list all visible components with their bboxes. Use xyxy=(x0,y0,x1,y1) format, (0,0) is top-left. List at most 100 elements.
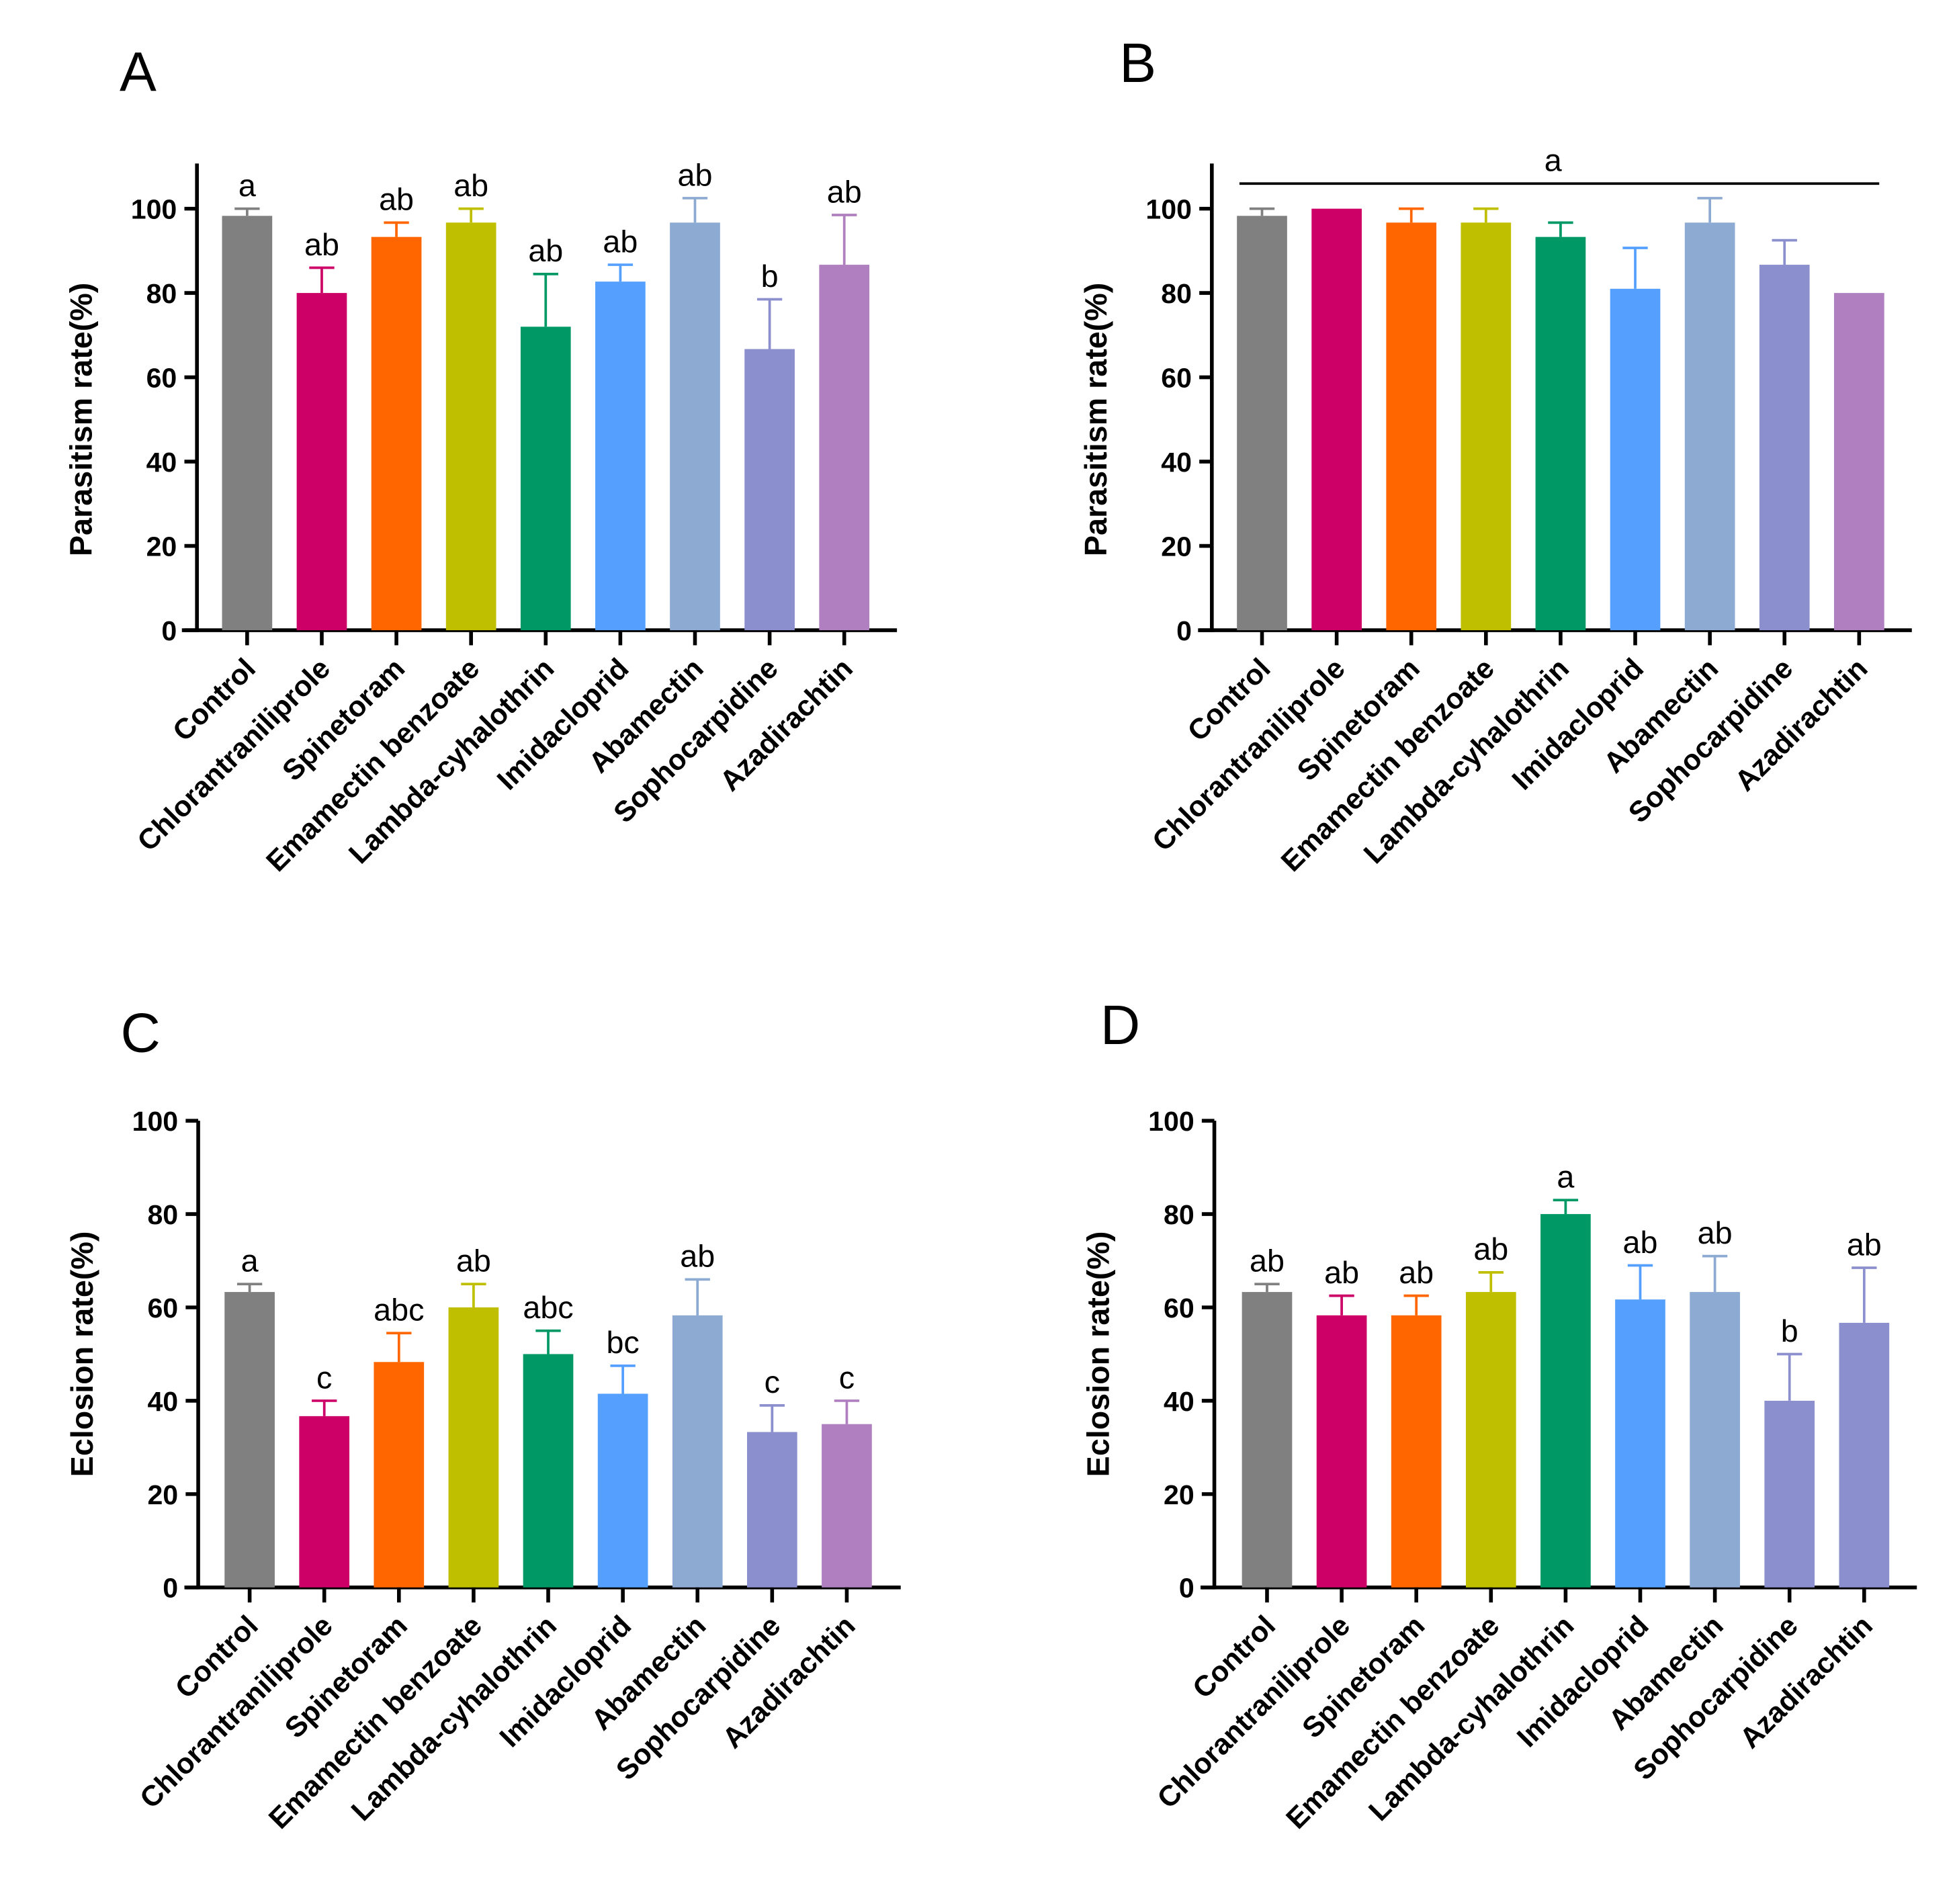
significance-letter: ab xyxy=(1324,1255,1359,1290)
significance-letter: c xyxy=(316,1360,332,1395)
significance-letter: b xyxy=(1781,1313,1798,1348)
significance-letter: ab xyxy=(1623,1225,1658,1260)
y-tick-label: 100 xyxy=(132,1106,179,1137)
y-tick-label: 40 xyxy=(1164,1386,1194,1417)
bar-emamectin-benzoate xyxy=(445,222,496,631)
bar-lambda-cyhalothrin xyxy=(1535,236,1586,631)
y-tick-label: 60 xyxy=(1161,363,1192,394)
significance-letter: abc xyxy=(523,1290,573,1325)
bar-spinetoram xyxy=(1391,1315,1442,1588)
y-tick-label: 100 xyxy=(1145,194,1192,225)
bar-control xyxy=(1242,1292,1293,1588)
significance-letter: ab xyxy=(678,157,713,192)
bar-control xyxy=(224,1292,275,1588)
significance-letter: c xyxy=(765,1365,780,1399)
bar-imidacloprid xyxy=(597,1393,648,1588)
significance-letter: a xyxy=(238,168,256,203)
x-tick-label: Imidacloprid xyxy=(1506,652,1650,796)
significance-letter: ab xyxy=(528,233,563,268)
x-tick-label: Imidacloprid xyxy=(494,1610,638,1754)
group-significance-letter: a xyxy=(1545,143,1562,178)
significance-letter: ab xyxy=(1847,1227,1882,1262)
bar-lambda-cyhalothrin xyxy=(520,327,571,631)
bar-emamectin-benzoate xyxy=(1461,222,1512,631)
x-tick-label: Imidacloprid xyxy=(1511,1610,1655,1754)
significance-letter: ab xyxy=(1473,1231,1508,1266)
panel-label: A xyxy=(120,42,157,103)
significance-letter: ab xyxy=(1399,1255,1434,1290)
significance-letter: ab xyxy=(1250,1244,1285,1279)
bar-azadirachtin xyxy=(819,265,870,631)
x-tick-label: Imidacloprid xyxy=(491,652,635,796)
bar-chlorantraniliprole xyxy=(296,293,347,631)
bar-abamectin xyxy=(1690,1292,1740,1588)
bar-lambda-cyhalothrin xyxy=(523,1354,574,1588)
y-tick-label: 80 xyxy=(1164,1199,1194,1230)
significance-letter: bc xyxy=(606,1325,639,1360)
bar-sophocarpidine xyxy=(1764,1400,1815,1588)
y-tick-label: 100 xyxy=(1148,1106,1194,1137)
significance-letter: a xyxy=(241,1244,259,1279)
significance-letter: ab xyxy=(603,224,638,259)
significance-letter: a xyxy=(1557,1160,1574,1195)
x-tick-label: Azadirachtin xyxy=(1729,652,1874,797)
bar-sophocarpidine xyxy=(744,349,795,631)
x-tick-label: Azadirachtin xyxy=(1734,1610,1879,1755)
x-tick-label: Azadirachtin xyxy=(714,652,859,797)
y-tick-label: 80 xyxy=(147,1199,178,1230)
y-axis-label: Eclosion rate(%) xyxy=(1081,1231,1116,1477)
bar-imidacloprid xyxy=(1615,1299,1665,1588)
y-tick-label: 60 xyxy=(146,363,177,394)
bar-imidacloprid xyxy=(1610,288,1661,631)
y-tick-label: 40 xyxy=(147,1386,178,1417)
y-tick-label: 20 xyxy=(146,531,177,562)
significance-letter: abc xyxy=(374,1293,424,1328)
significance-letter: c xyxy=(839,1360,855,1395)
bar-chlorantraniliprole xyxy=(299,1416,350,1588)
bar-azadirachtin xyxy=(1839,1322,1890,1588)
bar-control xyxy=(1237,216,1287,631)
significance-letter: ab xyxy=(456,1244,491,1279)
bar-control xyxy=(222,216,273,631)
y-tick-label: 0 xyxy=(1176,615,1192,646)
y-tick-label: 100 xyxy=(131,194,177,225)
y-axis-label: Parasitism rate(%) xyxy=(63,283,98,556)
bar-emamectin-benzoate xyxy=(1465,1292,1516,1588)
bar-sophocarpidine xyxy=(746,1432,797,1588)
bar-abamectin xyxy=(672,1315,723,1588)
bar-abamectin xyxy=(670,222,720,631)
y-tick-label: 40 xyxy=(146,447,177,478)
significance-letter: ab xyxy=(304,227,339,262)
y-tick-label: 0 xyxy=(163,1573,178,1604)
significance-letter: ab xyxy=(827,174,862,209)
y-tick-label: 60 xyxy=(1164,1293,1194,1324)
panel-label: D xyxy=(1100,995,1140,1056)
y-axis-label: Parasitism rate(%) xyxy=(1078,283,1113,556)
y-tick-label: 0 xyxy=(1179,1573,1194,1604)
significance-letter: ab xyxy=(453,168,488,203)
y-tick-label: 20 xyxy=(1161,531,1192,562)
bar-spinetoram xyxy=(371,236,422,631)
y-tick-label: 0 xyxy=(161,615,177,646)
significance-letter: b xyxy=(761,259,779,294)
bar-azadirachtin xyxy=(822,1424,872,1588)
panel-label: C xyxy=(120,1002,160,1064)
bar-chlorantraniliprole xyxy=(1311,208,1362,631)
significance-letter: ab xyxy=(379,182,414,217)
y-tick-label: 20 xyxy=(1164,1479,1194,1510)
y-tick-label: 80 xyxy=(1161,278,1192,309)
bar-imidacloprid xyxy=(595,282,646,631)
y-axis-label: Eclosion rate(%) xyxy=(64,1231,99,1477)
bar-chlorantraniliprole xyxy=(1316,1315,1367,1588)
significance-letter: ab xyxy=(680,1239,715,1274)
bar-sophocarpidine xyxy=(1759,265,1810,631)
bar-emamectin-benzoate xyxy=(448,1307,499,1588)
bar-lambda-cyhalothrin xyxy=(1540,1214,1591,1588)
y-tick-label: 40 xyxy=(1161,447,1192,478)
bar-abamectin xyxy=(1684,222,1735,631)
